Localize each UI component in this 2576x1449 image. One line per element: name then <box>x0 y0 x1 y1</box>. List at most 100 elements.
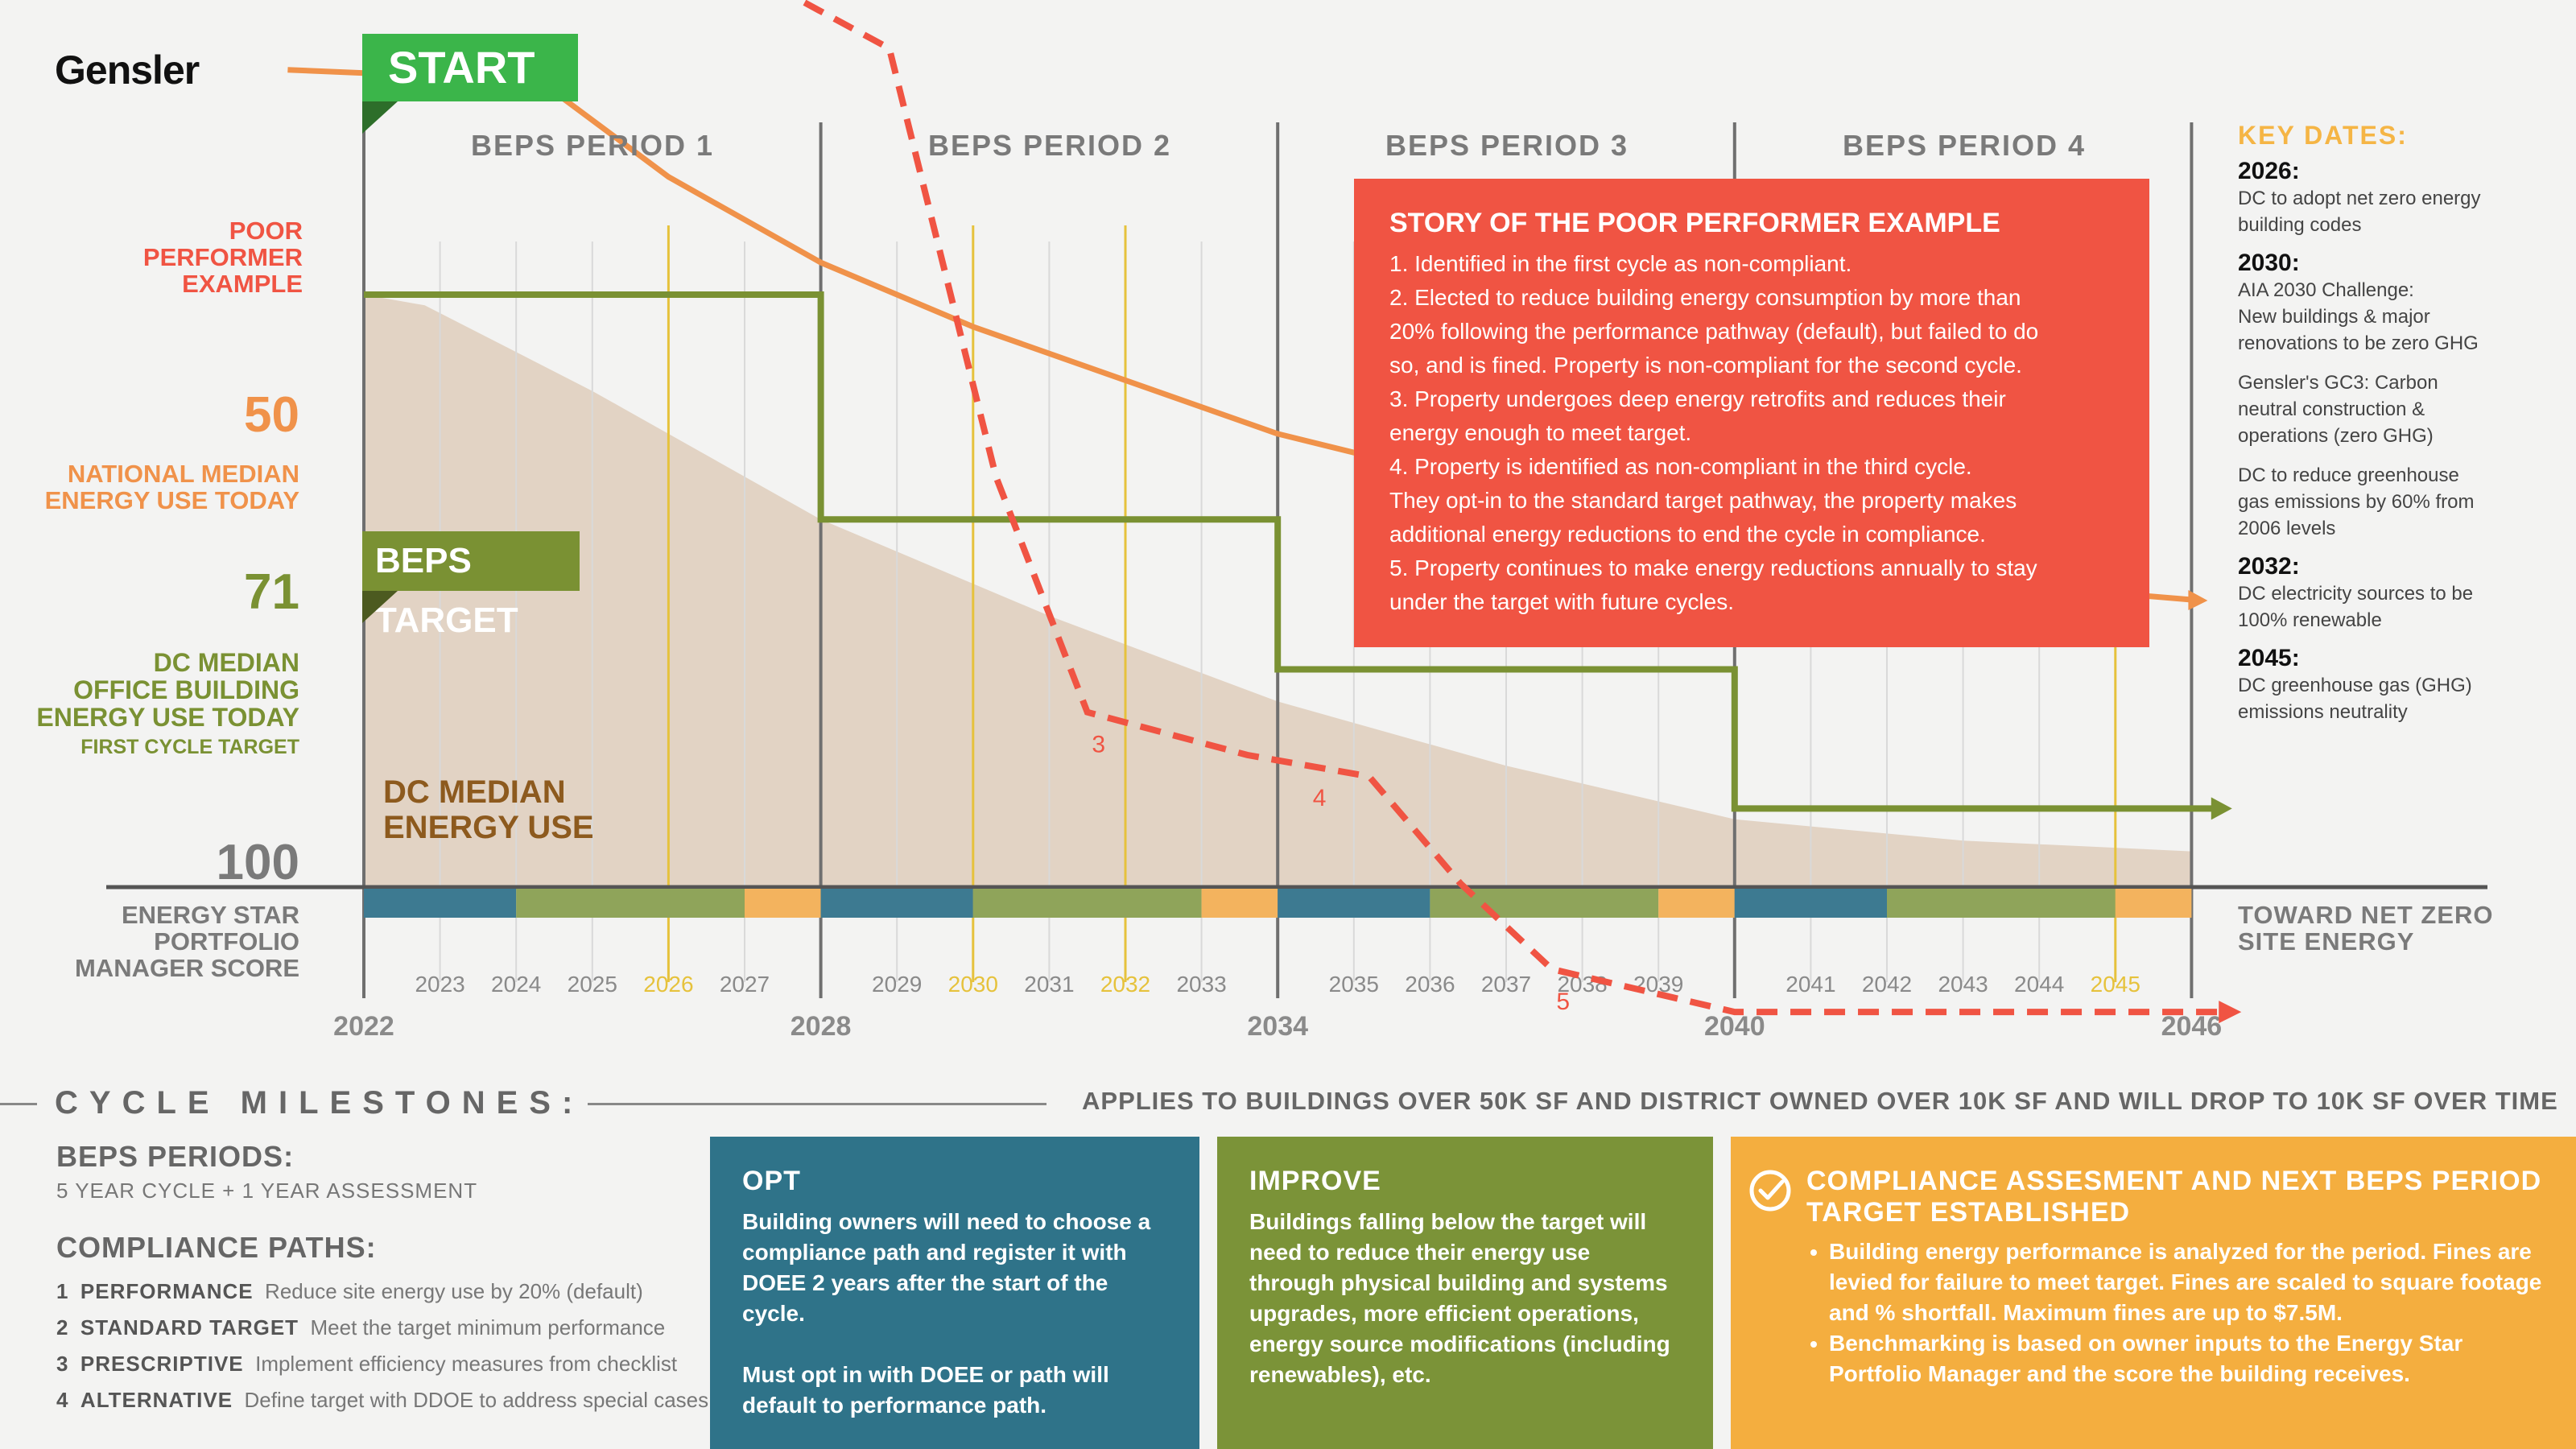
national-median-label: NATIONAL MEDIAN ENERGY USE TODAY <box>44 460 299 514</box>
minor-tick-label: 2035 <box>1329 972 1379 997</box>
opt-text-1: Building owners will need to choose a co… <box>742 1209 1151 1326</box>
phase-bar-opt <box>1734 889 1887 918</box>
story-line: They opt-in to the standard target pathw… <box>1389 488 2017 513</box>
key-year: 2045: <box>2238 645 2300 671</box>
opt-title: OPT <box>742 1166 801 1196</box>
story-line: 2. Elected to reduce building energy con… <box>1389 285 2021 310</box>
phase-bar-compliance <box>1201 889 1278 918</box>
compliance-box: COMPLIANCE ASSESMENT AND NEXT BEPS PERIO… <box>1731 1137 2576 1449</box>
story-line: so, and is fined. Property is non-compli… <box>1389 353 2022 378</box>
cycle-milestones-title: CYCLE MILESTONES: <box>55 1085 584 1121</box>
path-item: 2 STANDARD TARGET Meet the target minimu… <box>56 1315 666 1340</box>
phase-bar-compliance <box>1658 889 1735 918</box>
phase-bar-improve <box>516 889 745 918</box>
dc-median-office-label: DC MEDIAN OFFICE BUILDING ENERGY USE TOD… <box>36 648 299 732</box>
story-line: 1. Identified in the first cycle as non-… <box>1389 251 1852 276</box>
score-50: 50 <box>244 387 299 443</box>
key-year: 2026: <box>2238 158 2300 184</box>
milestone-rule-left <box>0 1103 37 1105</box>
key-dates-title: KEY DATES: <box>2238 121 2408 150</box>
marker-label-5: 5 <box>1556 989 1570 1015</box>
score-100: 100 <box>216 835 299 890</box>
story-title: STORY OF THE POOR PERFORMER EXAMPLE <box>1389 208 2000 238</box>
phase-bar-improve <box>1887 889 2116 918</box>
beps-periods-title: BEPS PERIODS: <box>56 1140 295 1173</box>
minor-tick-label: 2030 <box>948 972 998 997</box>
opt-text-2: Must opt in with DOEE or path will defau… <box>742 1362 1109 1418</box>
beps-target-arrowhead <box>2211 797 2232 820</box>
poor-performer-line <box>793 0 2223 1016</box>
poor-performer-label: POOR PERFORMER EXAMPLE <box>142 217 303 298</box>
compliance-paths-list: 1 PERFORMANCE Reduce site energy use by … <box>56 1279 708 1413</box>
story-line: additional energy reductions to end the … <box>1389 522 1986 547</box>
minor-tick-label: 2036 <box>1405 972 1455 997</box>
improve-box: IMPROVE Buildings falling below the targ… <box>1217 1137 1713 1449</box>
compliance-bullet: Benchmarking is based on owner inputs to… <box>1829 1328 2544 1389</box>
compliance-paths-title: COMPLIANCE PATHS: <box>56 1231 377 1264</box>
minor-tick-label: 2044 <box>2014 972 2064 997</box>
gensler-logo: Gensler <box>55 47 200 93</box>
minor-tick-label: 2032 <box>1100 972 1150 997</box>
score-71: 71 <box>244 564 299 620</box>
minor-tick-label: 2045 <box>2091 972 2140 997</box>
minor-tick-label: 2038 <box>1557 972 1607 997</box>
story-line: under the target with future cycles. <box>1389 589 1734 614</box>
minor-tick-label: 2025 <box>568 972 617 997</box>
toward-net-zero-label: TOWARD NET ZERO SITE ENERGY <box>2238 901 2494 956</box>
poor-performer-arrowhead <box>2219 1001 2242 1024</box>
opt-box: OPT Building owners will need to choose … <box>710 1137 1199 1449</box>
major-tick-label: 2028 <box>791 1011 852 1042</box>
dc-median-energy-use-label: DC MEDIAN ENERGY USE <box>383 774 594 845</box>
phase-bar-improve <box>972 889 1202 918</box>
story-line: 4. Property is identified as non-complia… <box>1389 454 1972 479</box>
key-year: 2032: <box>2238 553 2300 580</box>
beps-target-flag-tail <box>362 591 398 623</box>
improve-text: Buildings falling below the target will … <box>1249 1209 1670 1387</box>
period-label-3: BEPS PERIOD 3 <box>1385 129 1629 162</box>
beps-periods-text: 5 YEAR CYCLE + 1 YEAR ASSESSMENT <box>56 1179 478 1203</box>
minor-tick-label: 2027 <box>720 972 770 997</box>
path-item: 1 PERFORMANCE Reduce site energy use by … <box>56 1279 643 1303</box>
phase-bar-opt <box>820 889 973 918</box>
poor-performer-story: STORY OF THE POOR PERFORMER EXAMPLE 1. I… <box>1354 179 2149 647</box>
minor-tick-label: 2042 <box>1862 972 1912 997</box>
phase-bar-improve <box>1430 889 1659 918</box>
phase-bar-opt <box>364 889 517 918</box>
compliance-title: COMPLIANCE ASSESMENT AND NEXT BEPS PERIO… <box>1806 1166 2542 1228</box>
beps-target-line <box>364 291 2215 812</box>
path-item: 4 ALTERNATIVE Define target with DDOE to… <box>56 1388 709 1412</box>
major-tick-label: 2034 <box>1247 1011 1308 1042</box>
period-label-4: BEPS PERIOD 4 <box>1842 129 2087 162</box>
compliance-bullets: Building energy performance is analyzed … <box>1806 1236 2544 1389</box>
compliance-bullet: Building energy performance is analyzed … <box>1829 1236 2544 1328</box>
minor-tick-label: 2024 <box>491 972 541 997</box>
story-line: 5. Property continues to make energy red… <box>1389 555 2037 580</box>
minor-tick-label: 2026 <box>643 972 693 997</box>
minor-tick-label: 2031 <box>1024 972 1074 997</box>
start-flag-tail <box>362 101 398 134</box>
story-line: 20% following the performance pathway (d… <box>1389 319 2039 344</box>
phase-bar-opt <box>1278 889 1430 918</box>
start-flag: START <box>362 34 578 101</box>
milestone-rule-right <box>588 1103 1046 1105</box>
minor-tick-label: 2037 <box>1481 972 1531 997</box>
beps-timeline-chart: 2023 2024 2025 2026 2027 2029 2030 2031 2032 2033… <box>106 0 2487 1042</box>
major-tick-label: 2022 <box>333 1011 394 1042</box>
period-label-1: BEPS PERIOD 1 <box>470 129 715 162</box>
phase-bar-compliance <box>2115 889 2192 918</box>
applies-note: APPLIES TO BUILDINGS OVER 50K SF AND DIS… <box>1082 1087 2558 1115</box>
national-median-arrowhead <box>2188 590 2208 611</box>
improve-title: IMPROVE <box>1249 1166 1381 1196</box>
story-line: 3. Property undergoes deep energy retrof… <box>1389 386 2006 411</box>
marker-label-3: 3 <box>1092 732 1105 758</box>
path-item: 3 PRESCRIPTIVE Implement efficiency meas… <box>56 1352 678 1376</box>
key-year: 2030: <box>2238 250 2300 276</box>
major-tick-label: 2046 <box>2161 1011 2223 1042</box>
beps-target-flag: BEPS TARGET <box>362 531 580 640</box>
minor-tick-label: 2033 <box>1176 972 1226 997</box>
marker-label-4: 4 <box>1313 785 1327 811</box>
major-tick-label: 2040 <box>1704 1011 1765 1042</box>
energy-star-label: ENERGY STAR PORTFOLIO MANAGER SCORE <box>74 901 299 982</box>
phase-bar-compliance <box>745 889 821 918</box>
period-label-2: BEPS PERIOD 2 <box>927 129 1172 162</box>
